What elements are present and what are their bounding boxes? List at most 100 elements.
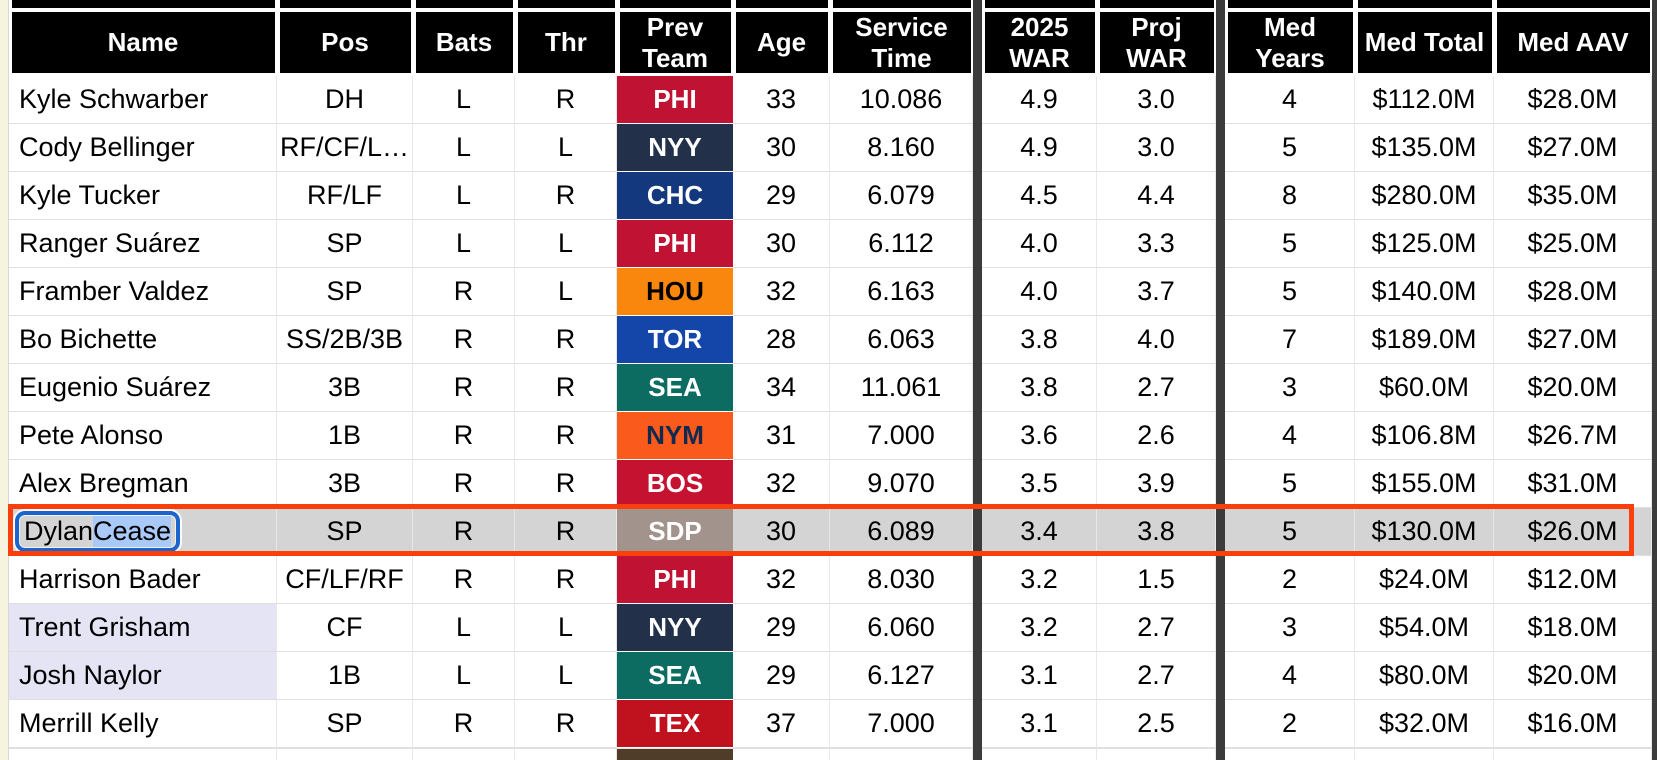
cell-name[interactable]: Merrill Kelly (9, 700, 277, 748)
table-row[interactable]: Pete Alonso 1B R R NYM 31 7.000 3.6 2.6 … (9, 412, 1652, 460)
cell-pos: RF/LF (277, 172, 413, 220)
prev-team-badge: PHI (617, 220, 733, 268)
cell-proj-war: 3.0 (1097, 76, 1216, 124)
cell-med-total: $24.0M (1355, 556, 1494, 604)
cell-med-aav: $25.0M (1494, 220, 1652, 268)
cell-name[interactable]: Josh Naylor (9, 652, 277, 700)
cell-name[interactable]: Trent Grisham (9, 604, 277, 652)
cell-name[interactable]: Kyle Schwarber (9, 76, 277, 124)
frozen-pane-divider-2 (1216, 0, 1225, 760)
cell-2025-war: 4.5 (982, 172, 1097, 220)
cell-proj-war: 2.6 (1097, 412, 1216, 460)
table-row[interactable]: Merrill Kelly SP R R TEX 37 7.000 3.1 2.… (9, 700, 1652, 748)
cell-name[interactable]: Ranger Suárez (9, 220, 277, 268)
cell-age: 37 (733, 700, 830, 748)
column-header-name[interactable]: Name (11, 12, 275, 74)
cell-throws: R (515, 460, 617, 508)
name-focus-ring: Dylan Cease (15, 511, 181, 552)
cell-med-aav: $27.0M (1494, 316, 1652, 364)
column-header-projwar[interactable]: Proj WAR (1099, 12, 1214, 74)
cell-med-years: 3 (1225, 604, 1355, 652)
cell-med-total: $155.0M (1355, 460, 1494, 508)
cell-med-total: $189.0M (1355, 316, 1494, 364)
header-cutoff-service (832, 0, 971, 8)
cell-2025-war: 3.2 (982, 604, 1097, 652)
cell-pos: RF/CF/L… (277, 124, 413, 172)
table-row[interactable]: Alex Bregman 3B R R BOS 32 9.070 3.5 3.9… (9, 460, 1652, 508)
header-cutoff-team (619, 0, 731, 8)
cell-proj-war: 1.5 (1097, 556, 1216, 604)
column-header-medaav[interactable]: Med AAV (1496, 12, 1650, 74)
cell-med-years (1225, 748, 1355, 760)
column-header-team[interactable]: Prev Team (619, 12, 731, 74)
cell-name[interactable] (9, 748, 277, 760)
header-cutoff-pos (279, 0, 411, 8)
cell-throws: L (515, 124, 617, 172)
header-cutoff-medaav (1496, 0, 1650, 8)
cell-name[interactable]: Dylan Cease (9, 508, 277, 556)
cell-med-years: 5 (1225, 124, 1355, 172)
cell-2025-war: 3.5 (982, 460, 1097, 508)
cell-med-aav: $35.0M (1494, 172, 1652, 220)
cell-throws: L (515, 268, 617, 316)
cell-name[interactable]: Harrison Bader (9, 556, 277, 604)
table-row[interactable]: Dylan Cease SP R R SDP 30 6.089 3.4 3.8 … (9, 508, 1652, 556)
column-header-war2025[interactable]: 2025 WAR (984, 12, 1095, 74)
cell-proj-war (1097, 748, 1216, 760)
cell-throws: L (515, 652, 617, 700)
column-header-pos[interactable]: Pos (279, 12, 411, 74)
cell-throws: R (515, 700, 617, 748)
column-header-medyears[interactable]: Med Years (1227, 12, 1353, 74)
column-header-service[interactable]: Service Time (832, 12, 971, 74)
cell-med-total: $106.8M (1355, 412, 1494, 460)
cell-name[interactable]: Cody Bellinger (9, 124, 277, 172)
cell-med-years: 2 (1225, 556, 1355, 604)
column-header-age[interactable]: Age (735, 12, 828, 74)
table-row[interactable]: Cody Bellinger RF/CF/L… L L NYY 30 8.160… (9, 124, 1652, 172)
cell-med-total (1355, 748, 1494, 760)
header-cutoff-age (735, 0, 828, 8)
cell-name[interactable]: Framber Valdez (9, 268, 277, 316)
clipped-next-row[interactable] (9, 748, 1652, 760)
frozen-pane-divider-1 (973, 0, 982, 760)
cell-proj-war: 3.0 (1097, 124, 1216, 172)
cell-throws: R (515, 508, 617, 556)
cell-med-aav: $31.0M (1494, 460, 1652, 508)
table-row[interactable]: Eugenio Suárez 3B R R SEA 34 11.061 3.8 … (9, 364, 1652, 412)
cell-bats: R (413, 268, 515, 316)
table-row[interactable]: Kyle Tucker RF/LF L R CHC 29 6.079 4.5 4… (9, 172, 1652, 220)
cell-name[interactable]: Pete Alonso (9, 412, 277, 460)
cell-age: 31 (733, 412, 830, 460)
cell-med-years: 4 (1225, 652, 1355, 700)
cell-name[interactable]: Kyle Tucker (9, 172, 277, 220)
name-text-plain: Dylan (24, 516, 94, 546)
cell-service-time: 6.163 (830, 268, 973, 316)
cell-service-time: 9.070 (830, 460, 973, 508)
cell-name[interactable]: Eugenio Suárez (9, 364, 277, 412)
column-header-bats[interactable]: Bats (415, 12, 513, 74)
cell-service-time: 10.086 (830, 76, 973, 124)
table-row[interactable]: Josh Naylor 1B L L SEA 29 6.127 3.1 2.7 … (9, 652, 1652, 700)
cell-med-years: 5 (1225, 508, 1355, 556)
column-header-thr[interactable]: Thr (517, 12, 615, 74)
cell-name[interactable]: Alex Bregman (9, 460, 277, 508)
table-row[interactable]: Framber Valdez SP R L HOU 32 6.163 4.0 3… (9, 268, 1652, 316)
cell-service-time: 7.000 (830, 700, 973, 748)
table-row[interactable]: Kyle Schwarber DH L R PHI 33 10.086 4.9 … (9, 76, 1652, 124)
cell-med-years: 4 (1225, 412, 1355, 460)
table-row[interactable]: Trent Grisham CF L L NYY 29 6.060 3.2 2.… (9, 604, 1652, 652)
cell-pos: SP (277, 220, 413, 268)
table-top-cutoff-strip (9, 0, 1652, 8)
table-row[interactable]: Harrison Bader CF/LF/RF R R PHI 32 8.030… (9, 556, 1652, 604)
column-header-medtotal[interactable]: Med Total (1357, 12, 1492, 74)
table-row[interactable]: Ranger Suárez SP L L PHI 30 6.112 4.0 3.… (9, 220, 1652, 268)
clipped-next-column (1657, 0, 1660, 760)
cell-name[interactable]: Bo Bichette (9, 316, 277, 364)
header-cutoff-projwar (1099, 0, 1214, 8)
cell-pos: DH (277, 76, 413, 124)
cell-pos: SS/2B/3B (277, 316, 413, 364)
cell-pos: CF (277, 604, 413, 652)
cell-proj-war: 4.4 (1097, 172, 1216, 220)
cell-service-time: 6.127 (830, 652, 973, 700)
table-row[interactable]: Bo Bichette SS/2B/3B R R TOR 28 6.063 3.… (9, 316, 1652, 364)
